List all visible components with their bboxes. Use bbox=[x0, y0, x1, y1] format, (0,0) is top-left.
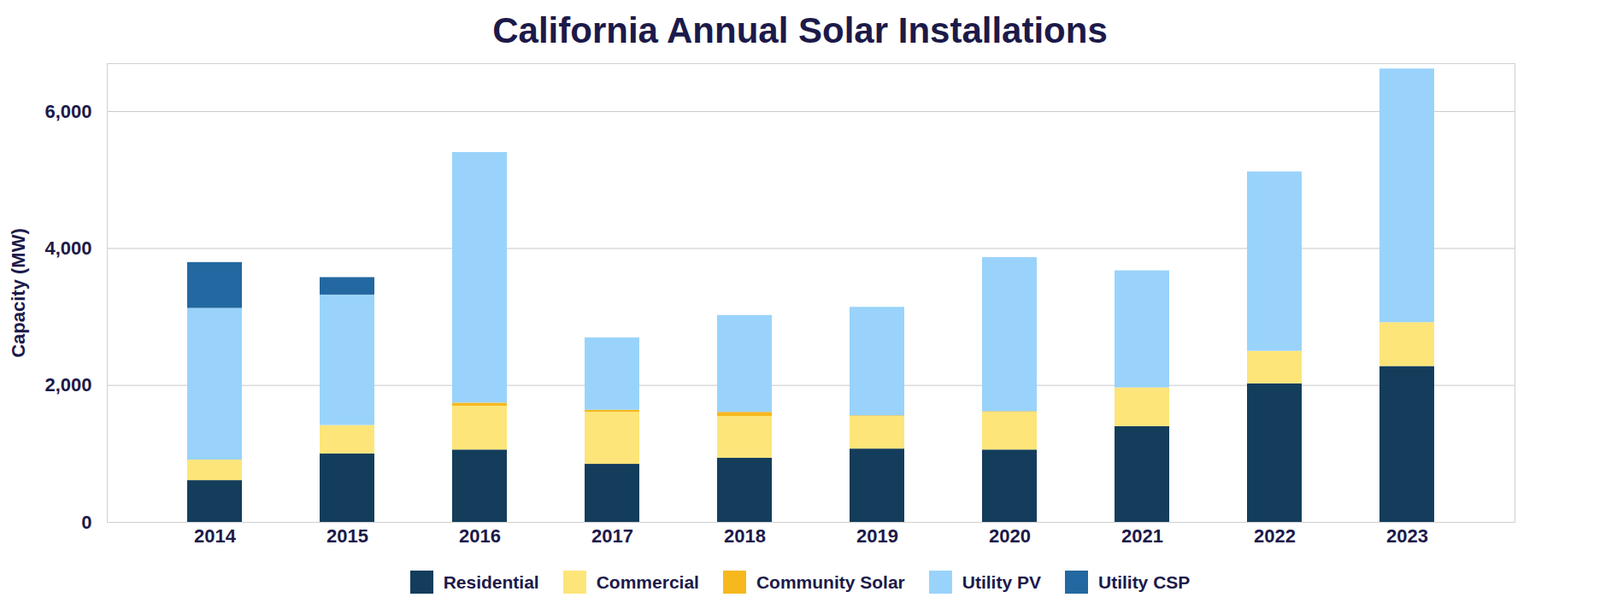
svg-text:0: 0 bbox=[81, 511, 92, 534]
svg-text:2018: 2018 bbox=[723, 525, 766, 548]
html-text:Utility PV: Utility PV bbox=[962, 572, 1042, 592]
svg-text:2017: 2017 bbox=[591, 525, 634, 548]
svg-text:2020: 2020 bbox=[988, 525, 1031, 548]
svg-text:2016: 2016 bbox=[458, 525, 501, 548]
svg-text:2021: 2021 bbox=[1121, 525, 1164, 548]
html-text:Residential: Residential bbox=[443, 572, 540, 592]
svg-text:2019: 2019 bbox=[856, 525, 899, 548]
svg-text:Capacity (MW): Capacity (MW) bbox=[7, 228, 30, 359]
html-text:Utility CSP: Utility CSP bbox=[1098, 572, 1190, 592]
svg-text:4,000: 4,000 bbox=[44, 237, 92, 259]
svg-text:2022: 2022 bbox=[1253, 525, 1296, 548]
svg-text:2,000: 2,000 bbox=[44, 374, 92, 396]
html-text:California Annual Solar Instal: California Annual Solar Installations bbox=[492, 10, 1108, 51]
html-text:Commercial: Commercial bbox=[596, 572, 700, 592]
html-text:Community Solar: Community Solar bbox=[756, 572, 905, 592]
svg-text:2014: 2014 bbox=[194, 525, 237, 548]
svg-text:2015: 2015 bbox=[326, 525, 369, 548]
svg-text:6,000: 6,000 bbox=[44, 100, 92, 123]
svg-text:2023: 2023 bbox=[1386, 525, 1429, 548]
